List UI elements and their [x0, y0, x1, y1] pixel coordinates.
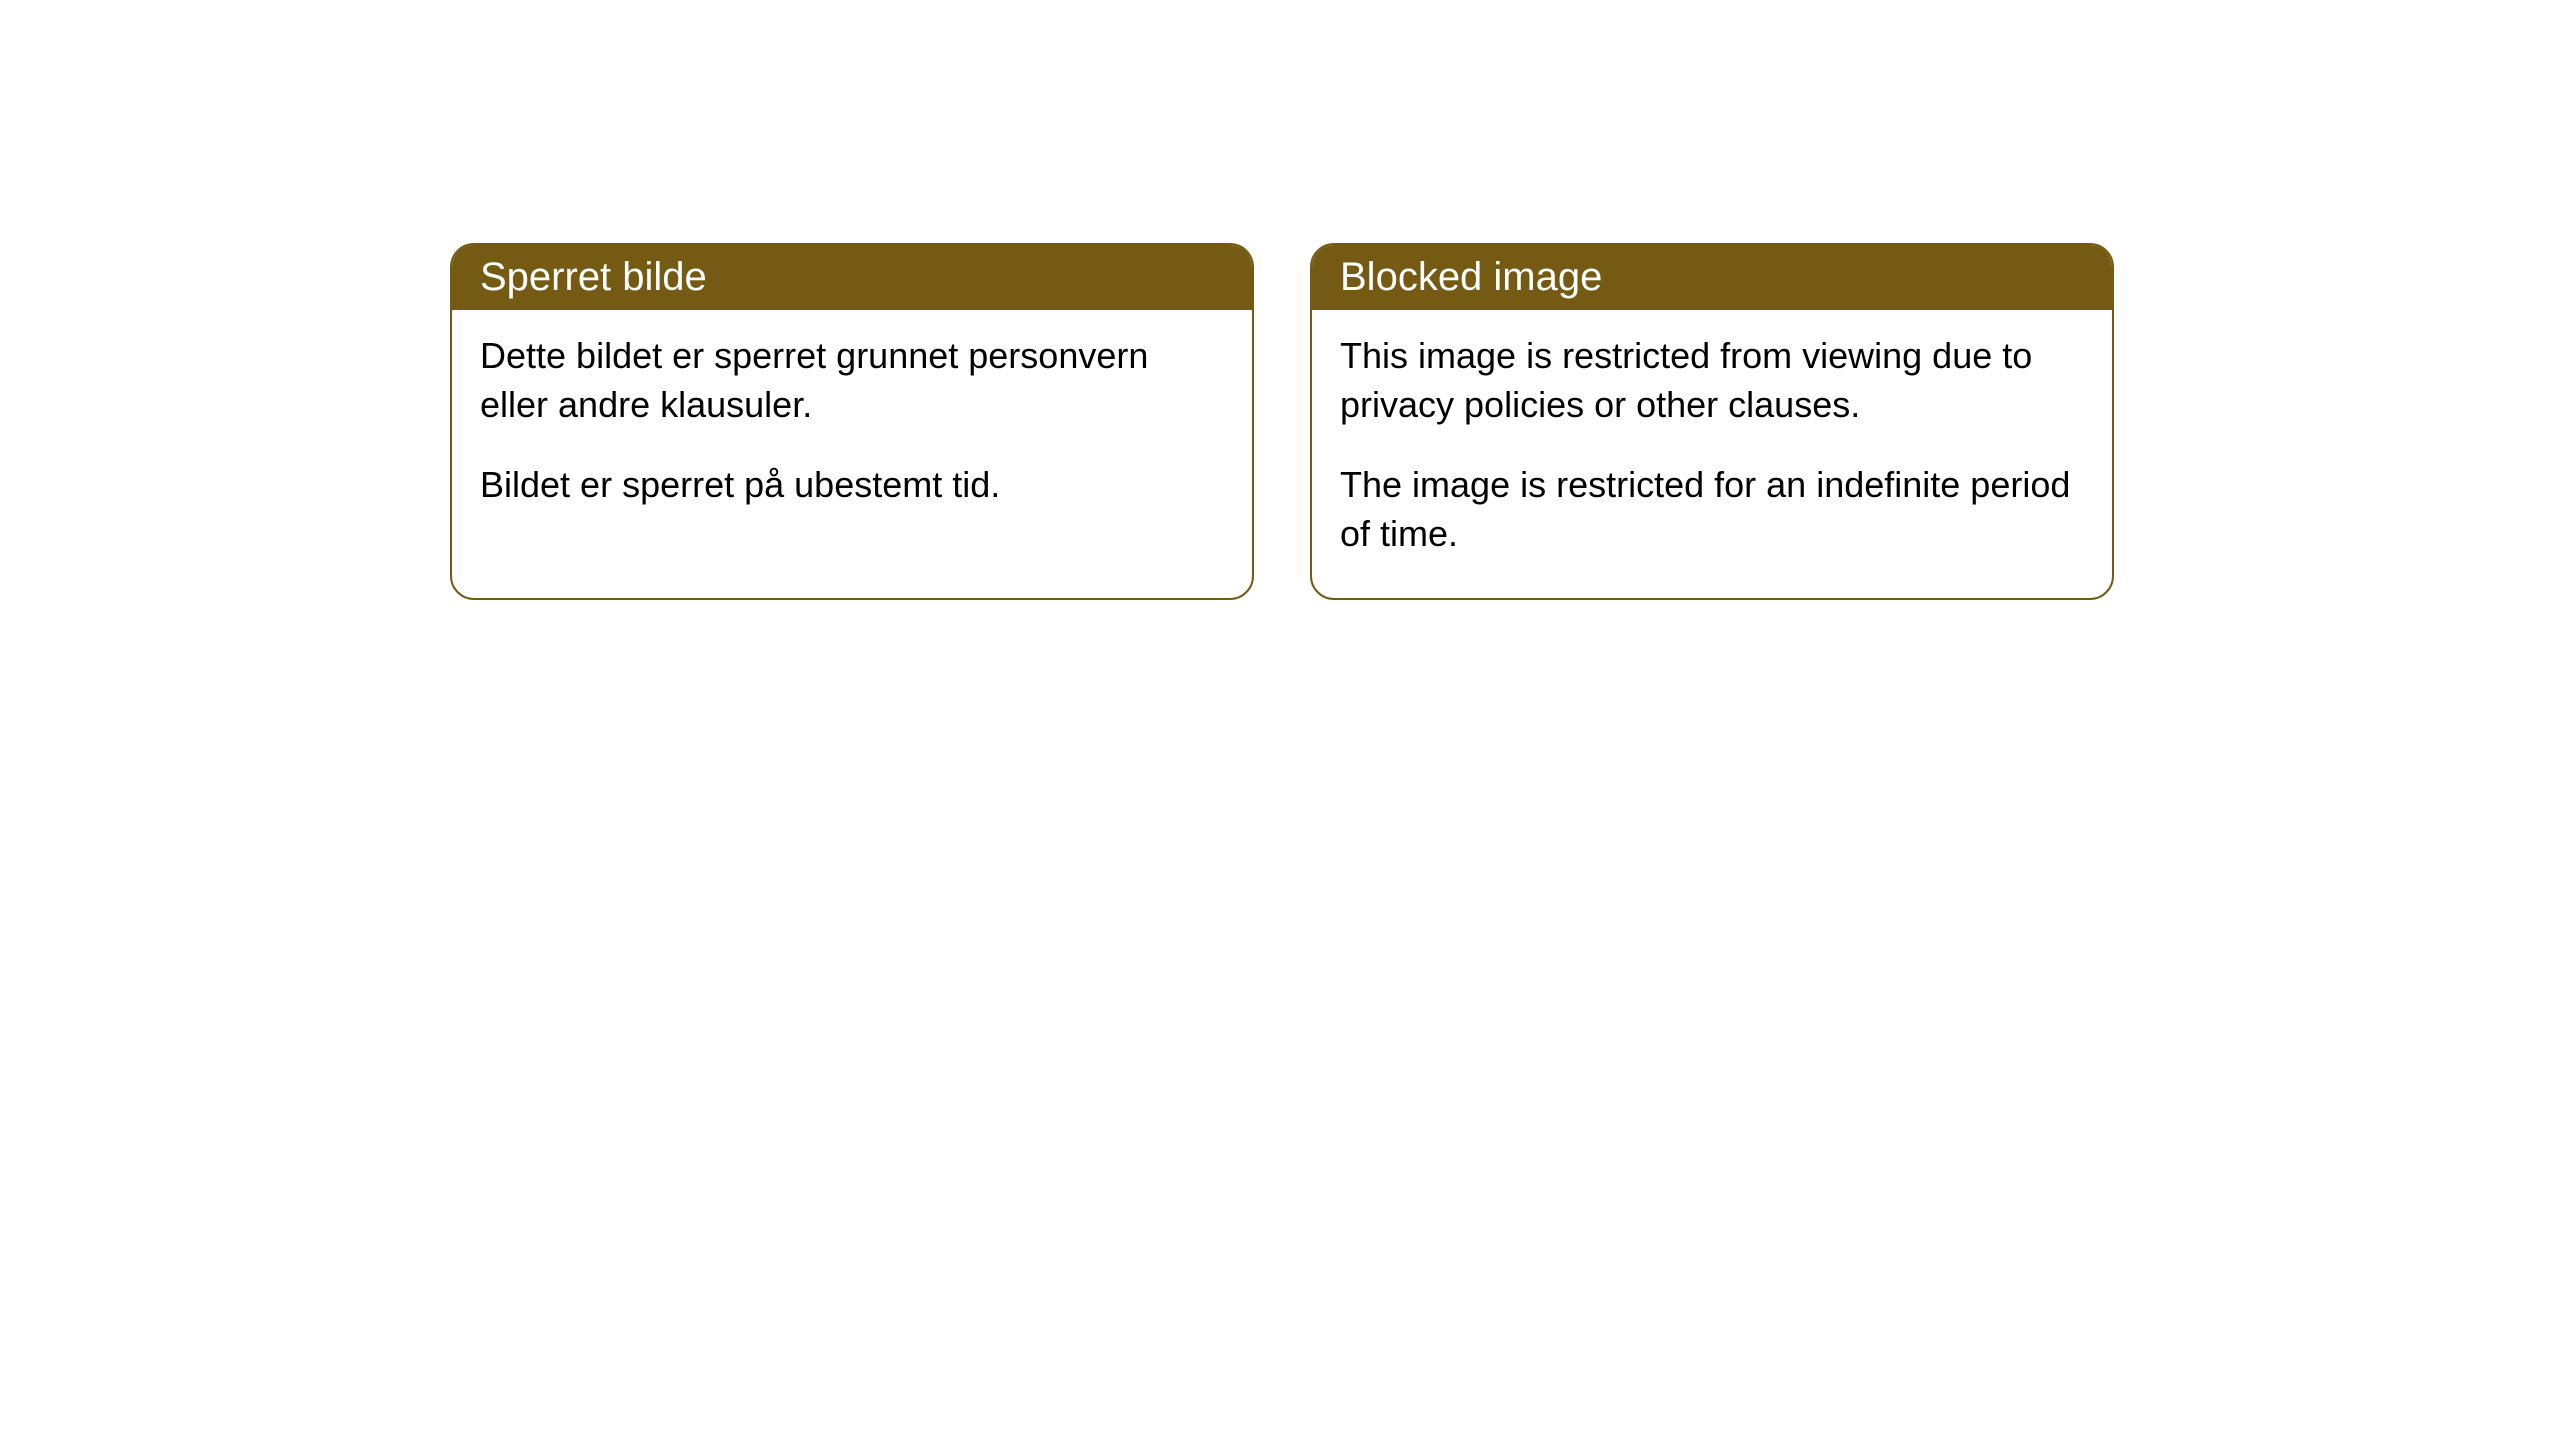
card-paragraph: This image is restricted from viewing du… [1340, 332, 2084, 429]
card-header: Blocked image [1312, 245, 2112, 310]
card-body: Dette bildet er sperret grunnet personve… [452, 310, 1252, 550]
card-title: Sperret bilde [480, 255, 707, 299]
cards-container: Sperret bilde Dette bildet er sperret gr… [450, 243, 2114, 600]
card-paragraph: Bildet er sperret på ubestemt tid. [480, 461, 1224, 510]
card-paragraph: The image is restricted for an indefinit… [1340, 461, 2084, 558]
card-body: This image is restricted from viewing du… [1312, 310, 2112, 598]
card-paragraph: Dette bildet er sperret grunnet personve… [480, 332, 1224, 429]
card-title: Blocked image [1340, 255, 1602, 299]
card-header: Sperret bilde [452, 245, 1252, 310]
blocked-image-card-norwegian: Sperret bilde Dette bildet er sperret gr… [450, 243, 1254, 600]
blocked-image-card-english: Blocked image This image is restricted f… [1310, 243, 2114, 600]
